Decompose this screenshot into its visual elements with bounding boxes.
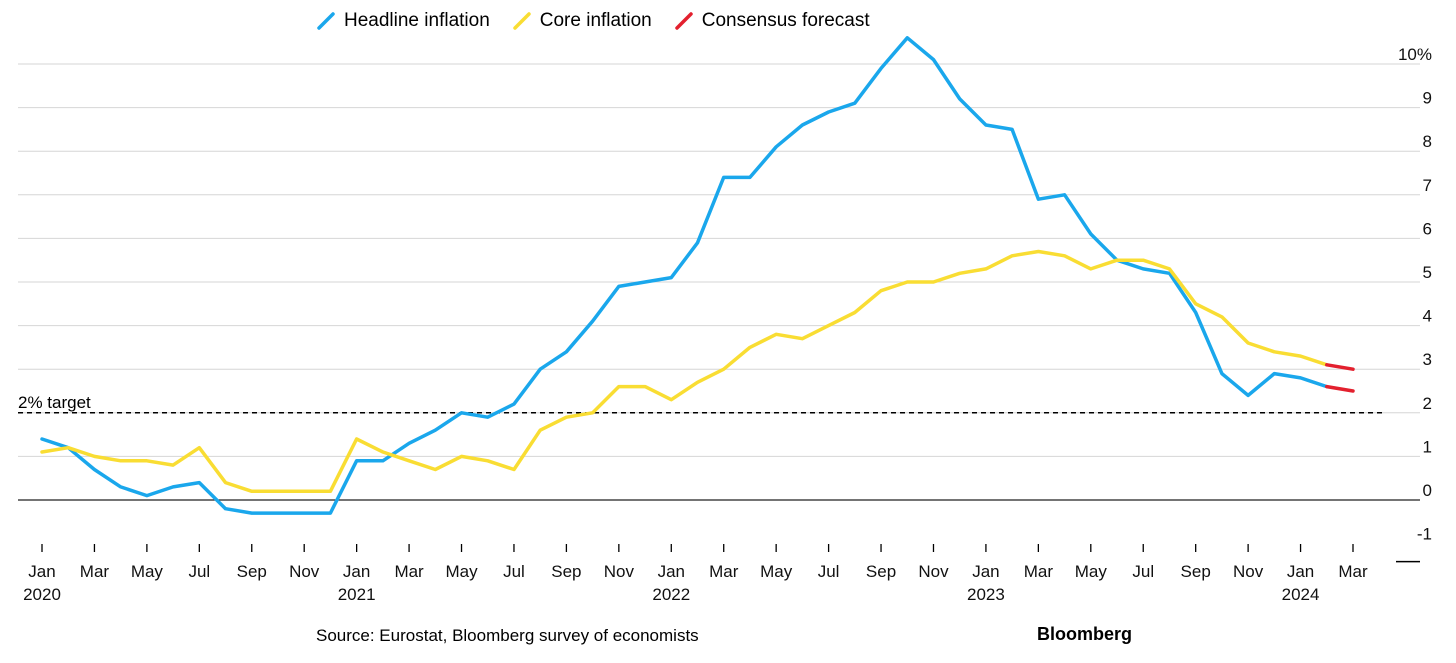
y-tick-label: 2 bbox=[1423, 394, 1432, 413]
y-tick-label: 4 bbox=[1423, 307, 1432, 326]
x-tick-label: Sep bbox=[237, 562, 267, 581]
x-tick-label: Jul bbox=[818, 562, 840, 581]
legend-swatch-icon bbox=[674, 12, 693, 30]
y-tick-label: 10% bbox=[1398, 45, 1432, 64]
target-label: 2% target bbox=[18, 393, 91, 412]
x-tick-label: Nov bbox=[918, 562, 949, 581]
y-tick-label: 6 bbox=[1423, 219, 1432, 238]
y-tick-label: -1 bbox=[1417, 525, 1432, 544]
y-axis: 10% 9 8 7 6 5 4 3 2 1 0 -1 bbox=[1398, 45, 1432, 544]
legend-item: Headline inflation bbox=[316, 10, 490, 32]
x-tick-label: Sep bbox=[866, 562, 896, 581]
x-tick-label: Mar bbox=[1338, 562, 1368, 581]
x-tick-label: Nov bbox=[1233, 562, 1264, 581]
legend-swatch-icon bbox=[513, 12, 531, 30]
x-tick-label: Jan bbox=[972, 562, 999, 581]
x-tick-label: Jan bbox=[658, 562, 685, 581]
y-tick-label: 5 bbox=[1423, 263, 1432, 282]
series-lines bbox=[40, 36, 1355, 515]
x-tick-label: Jul bbox=[188, 562, 210, 581]
y-tick-label: 3 bbox=[1423, 350, 1432, 369]
forecast-segment bbox=[1325, 384, 1355, 393]
x-tick-label: Nov bbox=[604, 562, 635, 581]
forecast-segment bbox=[1325, 363, 1355, 371]
x-axis: Jan 2020 Mar May Jul Sep Nov Jan 2021 Mar May Jul Se… bbox=[23, 544, 1368, 604]
legend-swatch-icon bbox=[317, 12, 335, 30]
legend-item: Consensus forecast bbox=[674, 10, 870, 32]
x-tick-label: Jan bbox=[343, 562, 370, 581]
x-tick-label: Jan bbox=[1287, 562, 1314, 581]
brand-logo: Bloomberg bbox=[1037, 624, 1133, 644]
target-line-group: 2% target bbox=[18, 393, 1384, 414]
gridlines bbox=[18, 63, 1420, 563]
legend-label: Headline inflation bbox=[344, 10, 490, 31]
y-tick-label: 8 bbox=[1423, 132, 1432, 151]
legend-label: Consensus forecast bbox=[701, 10, 870, 31]
x-tick-label: Mar bbox=[1024, 562, 1054, 581]
x-year-label: 2024 bbox=[1282, 585, 1320, 604]
x-year-label: 2022 bbox=[652, 585, 690, 604]
source-note: Source: Eurostat, Bloomberg survey of ec… bbox=[316, 626, 699, 645]
legend-label: Core inflation bbox=[539, 10, 652, 31]
x-tick-label: Jul bbox=[503, 562, 525, 581]
chart-legend: Headline inflation Core inflation Consensu… bbox=[316, 10, 870, 32]
x-year-label: 2021 bbox=[338, 585, 376, 604]
x-tick-label: Mar bbox=[80, 562, 110, 581]
x-tick-label: Mar bbox=[709, 562, 739, 581]
y-tick-label: 1 bbox=[1423, 437, 1432, 456]
x-tick-label: Mar bbox=[394, 562, 424, 581]
series-line-core bbox=[40, 249, 1329, 494]
y-tick-label: 0 bbox=[1423, 481, 1432, 500]
x-tick-label: Jan bbox=[28, 562, 55, 581]
x-year-label: 2020 bbox=[23, 585, 61, 604]
x-tick-label: May bbox=[445, 562, 478, 581]
series-line-headline bbox=[40, 36, 1329, 515]
x-tick-label: Sep bbox=[551, 562, 581, 581]
x-tick-label: Sep bbox=[1181, 562, 1211, 581]
y-tick-label: 9 bbox=[1423, 89, 1432, 108]
x-tick-label: Jul bbox=[1132, 562, 1154, 581]
x-year-label: 2023 bbox=[967, 585, 1005, 604]
x-tick-label: May bbox=[131, 562, 164, 581]
x-tick-label: May bbox=[1075, 562, 1108, 581]
legend-item: Core inflation bbox=[512, 10, 652, 32]
y-tick-label: 7 bbox=[1423, 176, 1432, 195]
x-tick-label: May bbox=[760, 562, 793, 581]
x-tick-label: Nov bbox=[289, 562, 320, 581]
